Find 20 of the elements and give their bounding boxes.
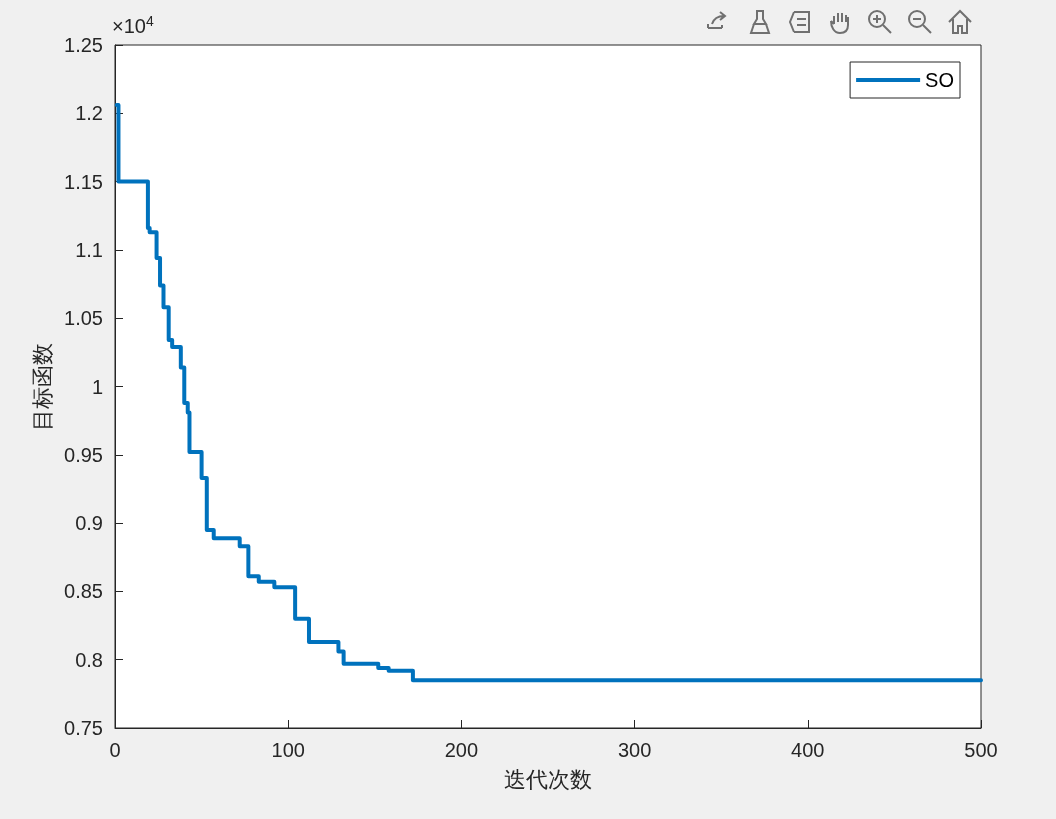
x-tick-label: 0 (109, 739, 121, 761)
y-tick-label: 0.9 (75, 512, 103, 535)
x-tick-label: 100 (271, 739, 305, 761)
y-tick-label: 0.85 (64, 580, 103, 603)
x-tick-label: 500 (964, 739, 998, 761)
x-tick-label: 300 (617, 739, 652, 761)
y-axis-title: 目标函数 (29, 342, 55, 431)
y-tick-label: 1.05 (64, 307, 103, 330)
y-tick-label: 0.8 (75, 648, 103, 671)
y-tick-label: 1.25 (64, 34, 103, 56)
x-axis-title: 迭代次数 (504, 766, 592, 792)
y-tick-label: 0.95 (64, 443, 103, 466)
y-tick-label: 1.2 (75, 102, 103, 125)
x-tick-label: 200 (444, 739, 479, 761)
x-tick-label: 400 (791, 739, 825, 761)
y-tick-label: 1.1 (75, 238, 103, 261)
y-tick-label: 1 (91, 375, 103, 398)
y-tick-label: 1.15 (64, 170, 103, 193)
legend-label: SO (925, 69, 955, 91)
y-tick-label: 0.75 (64, 717, 103, 739)
